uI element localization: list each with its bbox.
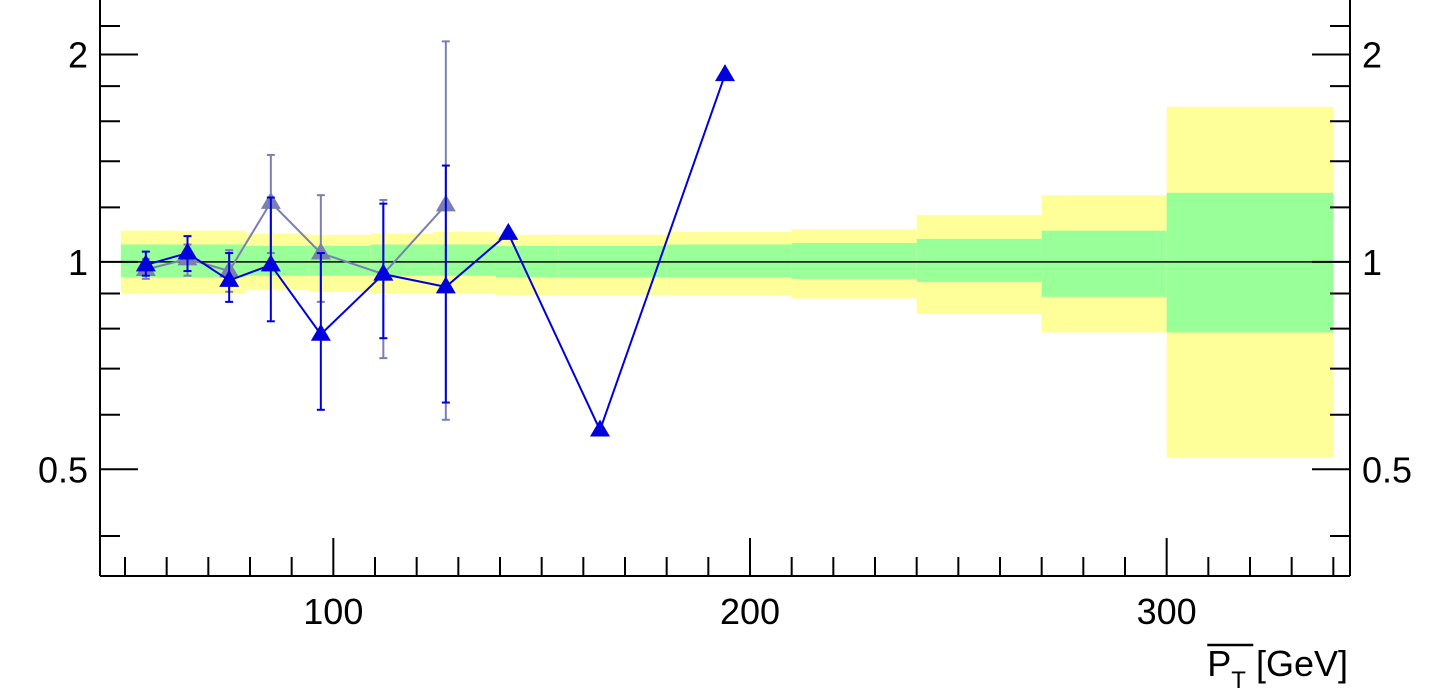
data-point xyxy=(310,242,331,260)
inner-band-7 xyxy=(666,244,792,278)
data-point xyxy=(135,254,156,272)
axis-ticks xyxy=(100,25,1350,576)
x-axis-title-symbol: P xyxy=(1207,643,1231,684)
axes-frame xyxy=(99,0,1351,577)
y-right-tick-label: 1 xyxy=(1362,242,1382,283)
data-series-layer xyxy=(135,40,735,437)
x-axis-title-unit: [GeV] xyxy=(1246,643,1348,684)
uncertainty-bands xyxy=(120,106,1334,458)
x-tick-label: 100 xyxy=(303,591,363,632)
data-point xyxy=(715,64,735,82)
data-point xyxy=(435,276,456,294)
x-axis-title-subscript: T xyxy=(1231,667,1246,694)
inner-band-9 xyxy=(916,238,1042,283)
y-right-tick-label: 0.5 xyxy=(1362,449,1412,490)
series-0-line xyxy=(145,74,726,433)
inner-band-10 xyxy=(1041,230,1167,297)
data-point xyxy=(219,269,240,287)
y-left-tick-label: 0.5 xyxy=(38,449,88,490)
data-point xyxy=(177,242,198,260)
series-1 xyxy=(135,40,456,421)
y-left-tick-label: 1 xyxy=(68,242,88,283)
data-point xyxy=(260,254,281,272)
data-point xyxy=(373,263,394,281)
y-left-tick-label: 2 xyxy=(68,35,88,76)
x-axis-title: PT [GeV] xyxy=(1207,643,1348,694)
x-tick-label: 200 xyxy=(720,591,780,632)
series-0 xyxy=(135,64,735,437)
data-point xyxy=(310,323,331,341)
inner-band-8 xyxy=(791,243,917,279)
y-right-tick-label: 2 xyxy=(1362,35,1382,76)
data-point xyxy=(590,419,610,437)
x-tick-label: 300 xyxy=(1137,591,1197,632)
data-point xyxy=(498,222,519,240)
tick-labels: 100 200 300 0.5 0.5 1 1 2 2 xyxy=(38,35,1412,632)
